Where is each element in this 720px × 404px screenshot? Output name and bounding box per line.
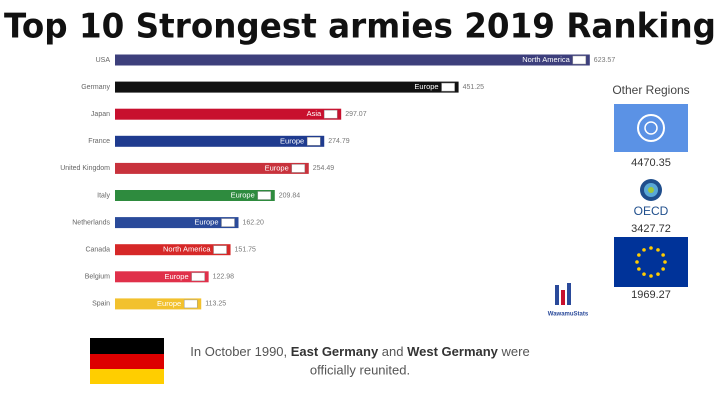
caption-part: and (378, 344, 407, 359)
category-label: Canada (85, 247, 110, 254)
region-label: North America (522, 55, 570, 64)
bar (115, 298, 202, 310)
caption-part: were (498, 344, 530, 359)
value-label: 623.57 (594, 57, 616, 64)
category-label: Japan (91, 111, 110, 118)
caption-part: West Germany (407, 344, 499, 359)
value-label: 254.49 (313, 165, 335, 172)
side-title: Other Regions (612, 83, 689, 97)
region-label: North America (163, 245, 211, 254)
flag (291, 164, 306, 173)
region-label: Europe (157, 299, 181, 308)
bar (115, 190, 275, 201)
bar (115, 54, 590, 66)
oecd-label: OECD (634, 204, 669, 218)
category-label: USA (96, 57, 111, 64)
bar (115, 217, 239, 229)
german-flag (90, 338, 164, 384)
bar (115, 271, 209, 283)
value-label: 451.25 (463, 84, 485, 91)
region-label: Europe (164, 272, 188, 281)
caption-line: officially reunited. (310, 362, 410, 377)
category-label: Spain (92, 301, 110, 308)
chart-title: Top 10 Strongest armies 2019 Ranking (4, 7, 716, 47)
bar (115, 244, 231, 256)
un-icon (614, 104, 688, 152)
value-label: 274.79 (328, 138, 350, 145)
logo-icon (555, 283, 571, 305)
bar (115, 81, 459, 93)
category-label: Germany (81, 84, 110, 91)
category-label: United Kingdom (60, 165, 110, 172)
oecd-icon (614, 172, 688, 222)
caption-part: East Germany (291, 344, 379, 359)
value-label: 122.98 (213, 274, 235, 281)
side-value: 4470.35 (631, 157, 671, 169)
side-value: 3427.72 (631, 223, 671, 235)
flag (441, 82, 455, 92)
logo-text: WawamuStats (548, 312, 589, 318)
eu-icon (614, 237, 688, 287)
category-label: France (88, 138, 110, 145)
flag (306, 137, 321, 146)
category-label: Netherlands (72, 219, 110, 226)
category-label: Belgium (85, 274, 110, 281)
flag (221, 218, 235, 227)
flag (572, 55, 587, 65)
category-label: Italy (97, 192, 110, 199)
region-label: Asia (307, 109, 322, 118)
value-label: 113.25 (205, 301, 226, 308)
flag (213, 245, 227, 254)
side-value: 1969.27 (631, 289, 671, 301)
value-label: 151.75 (235, 247, 257, 254)
value-label: 162.20 (243, 219, 265, 226)
caption-line: In October 1990, East Germany and West G… (190, 344, 529, 359)
flag (257, 191, 272, 200)
region-label: Europe (265, 163, 289, 172)
region-label: Europe (280, 136, 304, 145)
caption-part: In October 1990, (190, 344, 290, 359)
bar (115, 162, 309, 174)
region-label: Europe (231, 190, 255, 199)
value-label: 209.84 (279, 192, 301, 199)
value-label: 297.07 (345, 111, 367, 118)
region-label: Europe (194, 218, 218, 227)
flag (183, 299, 198, 309)
flag (191, 272, 205, 282)
flag (323, 109, 338, 119)
bar (115, 135, 325, 147)
bar (115, 108, 342, 120)
region-label: Europe (414, 82, 438, 91)
